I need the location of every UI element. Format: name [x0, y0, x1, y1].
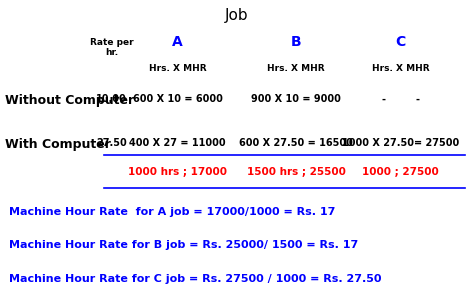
Text: 900 X 10 = 9000: 900 X 10 = 9000 [251, 94, 341, 104]
Text: Machine Hour Rate  for A job = 17000/1000 = Rs. 17: Machine Hour Rate for A job = 17000/1000… [9, 207, 336, 217]
Text: 400 X 27 = 11000: 400 X 27 = 11000 [129, 138, 226, 148]
Text: -: - [382, 94, 386, 104]
Text: Hrs. X MHR: Hrs. X MHR [149, 64, 207, 73]
Text: Job: Job [225, 8, 249, 22]
Text: C: C [395, 35, 406, 49]
Text: 1000 ; 27500: 1000 ; 27500 [362, 167, 439, 177]
Text: 27.50: 27.50 [96, 138, 127, 148]
Text: 1000 hrs ; 17000: 1000 hrs ; 17000 [128, 167, 227, 177]
Text: A: A [173, 35, 183, 49]
Text: 600 X 10 = 6000: 600 X 10 = 6000 [133, 94, 223, 104]
Text: Hrs. X MHR: Hrs. X MHR [372, 64, 429, 73]
Text: Hrs. X MHR: Hrs. X MHR [267, 64, 325, 73]
Text: Rate per
hr.: Rate per hr. [90, 38, 133, 57]
Text: 1000 X 27.50= 27500: 1000 X 27.50= 27500 [342, 138, 459, 148]
Text: -: - [415, 94, 419, 104]
Text: Machine Hour Rate for B job = Rs. 25000/ 1500 = Rs. 17: Machine Hour Rate for B job = Rs. 25000/… [9, 240, 359, 250]
Text: B: B [291, 35, 301, 49]
Text: Without Computer: Without Computer [5, 94, 134, 107]
Text: 1500 hrs ; 25500: 1500 hrs ; 25500 [247, 167, 346, 177]
Text: Machine Hour Rate for C job = Rs. 27500 / 1000 = Rs. 27.50: Machine Hour Rate for C job = Rs. 27500 … [9, 274, 382, 284]
Text: With Computer: With Computer [5, 138, 110, 151]
Text: 600 X 27.50 = 16500: 600 X 27.50 = 16500 [239, 138, 353, 148]
Text: 10.00: 10.00 [96, 94, 127, 104]
